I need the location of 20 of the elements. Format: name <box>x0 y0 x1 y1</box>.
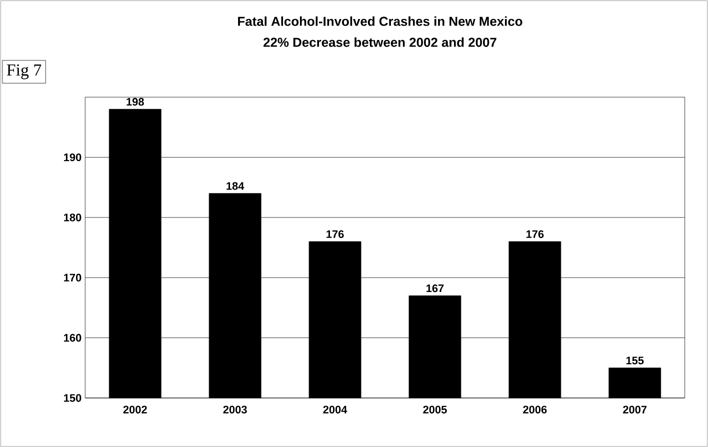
y-tick-label: 160 <box>64 334 82 342</box>
data-label: 155 <box>626 356 644 364</box>
y-tick-label: 170 <box>64 274 82 282</box>
caption: Fig 7 <box>6 64 42 80</box>
data-label: 198 <box>126 98 144 106</box>
x-tick-label: 2003 <box>223 406 247 414</box>
y-tick-label: 190 <box>64 153 82 162</box>
x-tick-label: 2005 <box>423 406 447 414</box>
x-tick-label: 2006 <box>523 406 547 414</box>
data-label: 176 <box>326 230 344 238</box>
chart-title: Fatal Alcohol-Involved Crashes in New Mexico <box>238 16 522 26</box>
data-label: 167 <box>426 284 444 292</box>
y-tick-label: 180 <box>64 214 82 222</box>
data-label: 184 <box>226 182 244 190</box>
data-label: 176 <box>526 230 544 238</box>
x-tick-label: 2004 <box>323 406 348 414</box>
x-tick-label: 2007 <box>623 406 647 414</box>
y-tick-label: 150 <box>64 394 82 402</box>
x-tick-label: 2002 <box>123 406 147 414</box>
chart-subtitle: 22% Decrease between 2002 and 2007 <box>264 37 496 47</box>
